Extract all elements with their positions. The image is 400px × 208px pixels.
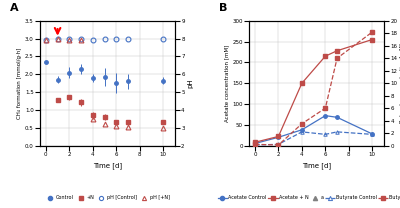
Text: B: B	[220, 3, 228, 13]
Y-axis label: Acetate concentration [mM]: Acetate concentration [mM]	[224, 45, 230, 122]
Y-axis label: pH: pH	[188, 78, 194, 88]
Y-axis label: CH₄ formation [mmol/g·h]: CH₄ formation [mmol/g·h]	[17, 47, 22, 119]
X-axis label: Time [d]: Time [d]	[93, 162, 122, 169]
X-axis label: Time [d]: Time [d]	[302, 162, 331, 169]
Legend: Control, +N, pH [Control], pH [+N]: Control, +N, pH [Control], pH [+N]	[45, 196, 170, 201]
Text: A: A	[10, 3, 19, 13]
Legend: Acetate Control, Acetate + N, a, Butyrate Control, Butyrate N: Acetate Control, Acetate + N, a, Butyrat…	[218, 196, 400, 201]
